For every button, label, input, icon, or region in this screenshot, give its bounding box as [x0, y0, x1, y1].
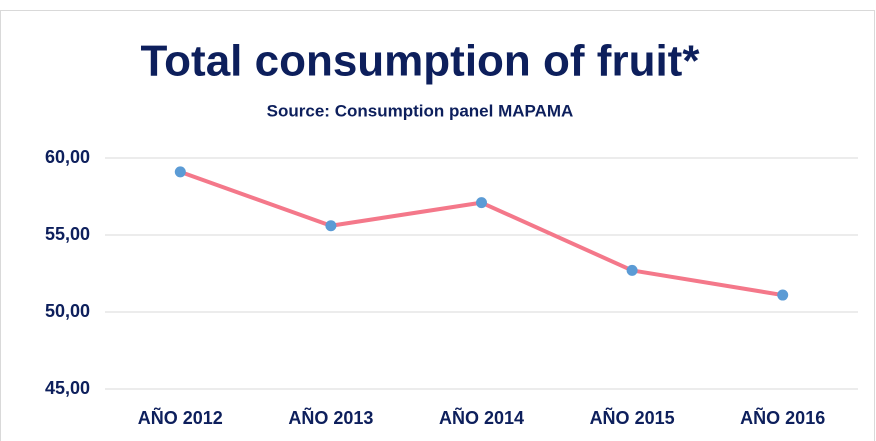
y-tick-label: 55,00	[45, 224, 90, 244]
marker	[476, 197, 487, 209]
x-tick-label: AÑO 2012	[138, 407, 223, 428]
marker	[174, 166, 186, 178]
marker	[325, 220, 337, 232]
line	[179, 169, 784, 298]
x-tick-label: AÑO 2014	[439, 407, 524, 428]
x-tick-label: AÑO 2016	[740, 407, 825, 428]
marker	[626, 264, 638, 276]
y-tick-label: 45,00	[45, 378, 90, 398]
y-tick-label: 60,00	[45, 147, 90, 167]
marker	[777, 289, 789, 301]
chart-subtitle: Source: Consumption panel MAPAMA	[267, 101, 574, 120]
x-tick-label: AÑO 2013	[288, 407, 373, 428]
chart-title: Total consumption of fruit*	[141, 37, 701, 86]
y-tick-label: 50,00	[45, 301, 90, 321]
x-tick-label: AÑO 2015	[590, 407, 675, 428]
chart-frame	[0, 10, 875, 441]
